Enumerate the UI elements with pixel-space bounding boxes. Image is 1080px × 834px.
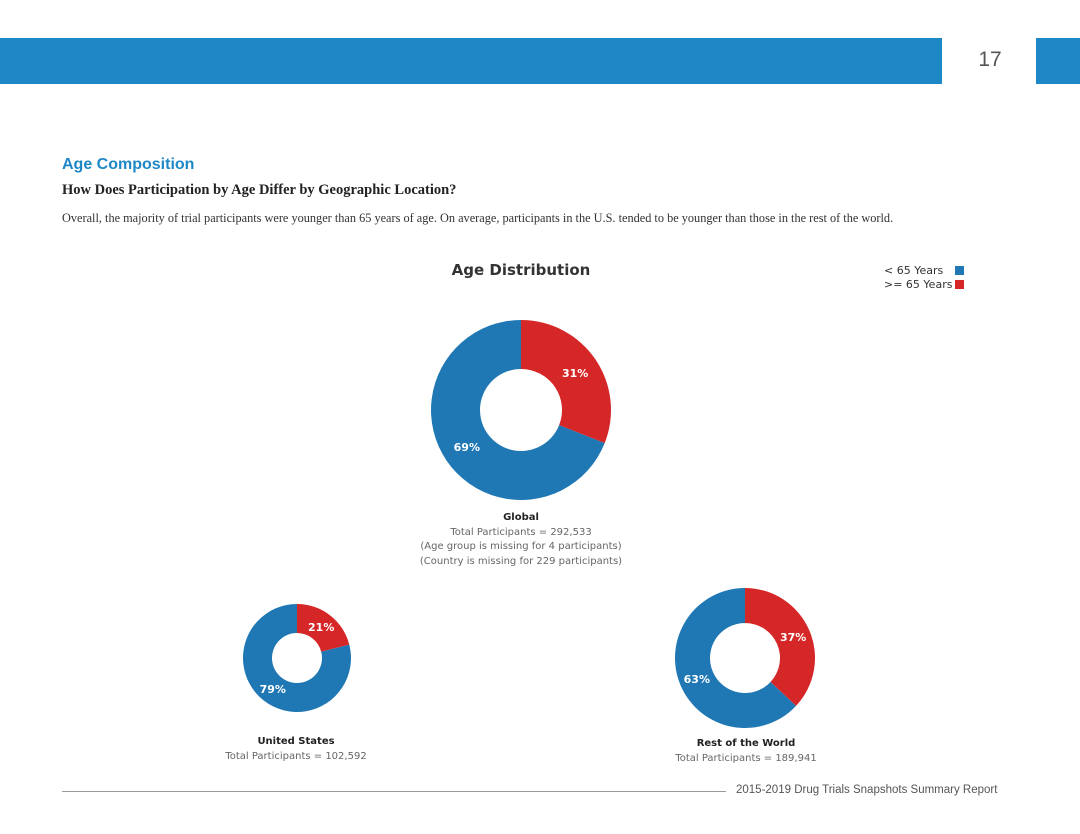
slice-global-under-65 <box>431 320 605 500</box>
caption-line: Total Participants = 189,941 <box>675 752 817 764</box>
slice-row-under-65 <box>675 588 797 728</box>
legend-swatch-over-65 <box>955 279 964 289</box>
caption-line: Total Participants = 292,533 <box>450 526 592 538</box>
footer-rule <box>62 791 726 792</box>
slice-global-over-65 <box>521 320 611 444</box>
header-band <box>0 38 942 84</box>
data-label-global-under-65: 69% <box>454 441 480 454</box>
chart-name-row: Rest of the World <box>696 738 796 749</box>
data-label-us-under-65: 79% <box>260 683 286 696</box>
data-label-global-over-65: 31% <box>562 367 588 380</box>
data-label-us-over-65: 21% <box>308 621 334 634</box>
caption-row: Rest of the World Total Participants = 1… <box>636 737 856 766</box>
slice-us-over-65 <box>297 604 350 652</box>
caption-us: United States Total Participants = 102,5… <box>186 735 406 764</box>
page-number: 17 <box>978 48 1002 71</box>
legend-label-under-65: < 65 Years <box>884 263 944 277</box>
data-label-row-over-65: 37% <box>780 631 806 644</box>
slice-us-under-65 <box>243 604 351 713</box>
caption-line: (Country is missing for 229 participants… <box>419 555 623 567</box>
caption-global: Global Total Participants = 292,533 (Age… <box>396 511 646 569</box>
section-title: Age Composition <box>62 156 195 173</box>
chart-legend: < 65 Years >= 65 Years <box>884 263 974 291</box>
footer-text: 2015-2019 Drug Trials Snapshots Summary … <box>736 784 998 796</box>
header-band-right <box>1036 38 1080 84</box>
chart-title: Age Distribution <box>451 261 591 279</box>
caption-line: Total Participants = 102,592 <box>225 750 367 762</box>
data-label-row-under-65: 63% <box>684 673 710 686</box>
legend-item-over-65: >= 65 Years <box>884 277 974 291</box>
chart-name-us: United States <box>257 736 335 747</box>
legend-swatch-under-65 <box>955 265 964 275</box>
intro-paragraph: Overall, the majority of trial participa… <box>62 211 894 225</box>
section-question: How Does Participation by Age Differ by … <box>62 182 457 198</box>
legend-label-over-65: >= 65 Years <box>884 277 953 291</box>
slice-row-over-65 <box>745 588 815 706</box>
legend-item-under-65: < 65 Years <box>884 263 974 277</box>
chart-name-global: Global <box>503 512 539 523</box>
caption-line: (Age group is missing for 4 participants… <box>420 541 622 552</box>
